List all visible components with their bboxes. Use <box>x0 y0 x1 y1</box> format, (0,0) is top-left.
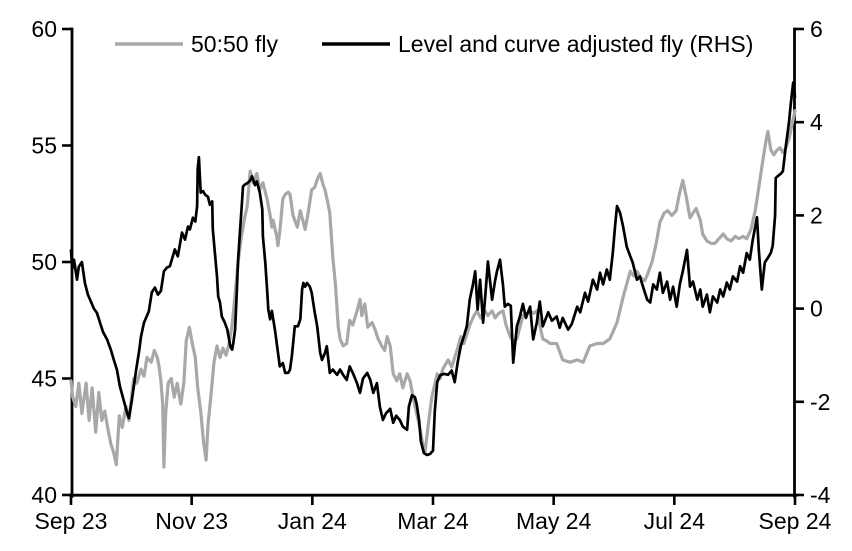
x-axis-tick-label: Nov 23 <box>155 508 228 534</box>
x-axis-tick-label: Mar 24 <box>397 508 469 534</box>
x-axis-tick-label: Jan 24 <box>278 508 347 534</box>
y-left-tick-label: 55 <box>31 133 57 159</box>
legend-label-5050-fly: 50:50 fly <box>191 31 278 57</box>
y-right-tick-label: -4 <box>810 482 831 508</box>
x-axis-tick-label: May 24 <box>516 508 592 534</box>
y-right-tick-label: 2 <box>810 202 823 228</box>
series-line-level-and-curve-adjusted-fly-rhs <box>69 81 797 457</box>
y-right-tick-label: 4 <box>810 109 823 135</box>
series-layer <box>69 81 797 469</box>
y-right-tick-label: 0 <box>810 296 823 322</box>
x-axis-tick-label: Sep 23 <box>35 508 108 534</box>
y-right-tick-label: 6 <box>810 16 823 42</box>
y-left-tick-label: 50 <box>31 249 57 275</box>
y-right-tick-label: -2 <box>810 389 830 415</box>
y-left-tick-label: 60 <box>31 16 57 42</box>
x-axis-tick-label: Jul 24 <box>644 508 706 534</box>
x-axis-tick-label: Sep 24 <box>759 508 832 534</box>
legend: 50:50 fly Level and curve adjusted fly (… <box>115 31 753 57</box>
y-left-tick-label: 40 <box>31 482 57 508</box>
y-left-tick-label: 45 <box>31 366 57 392</box>
series-line-50-50-fly <box>69 108 797 469</box>
axes-layer: 40 45 50 55 60 -4 -2 0 2 4 6 Sep 23 Nov 23 Jan 24 Mar … <box>31 16 831 534</box>
legend-label-level-curve-adjusted-fly: Level and curve adjusted fly (RHS) <box>398 31 753 57</box>
